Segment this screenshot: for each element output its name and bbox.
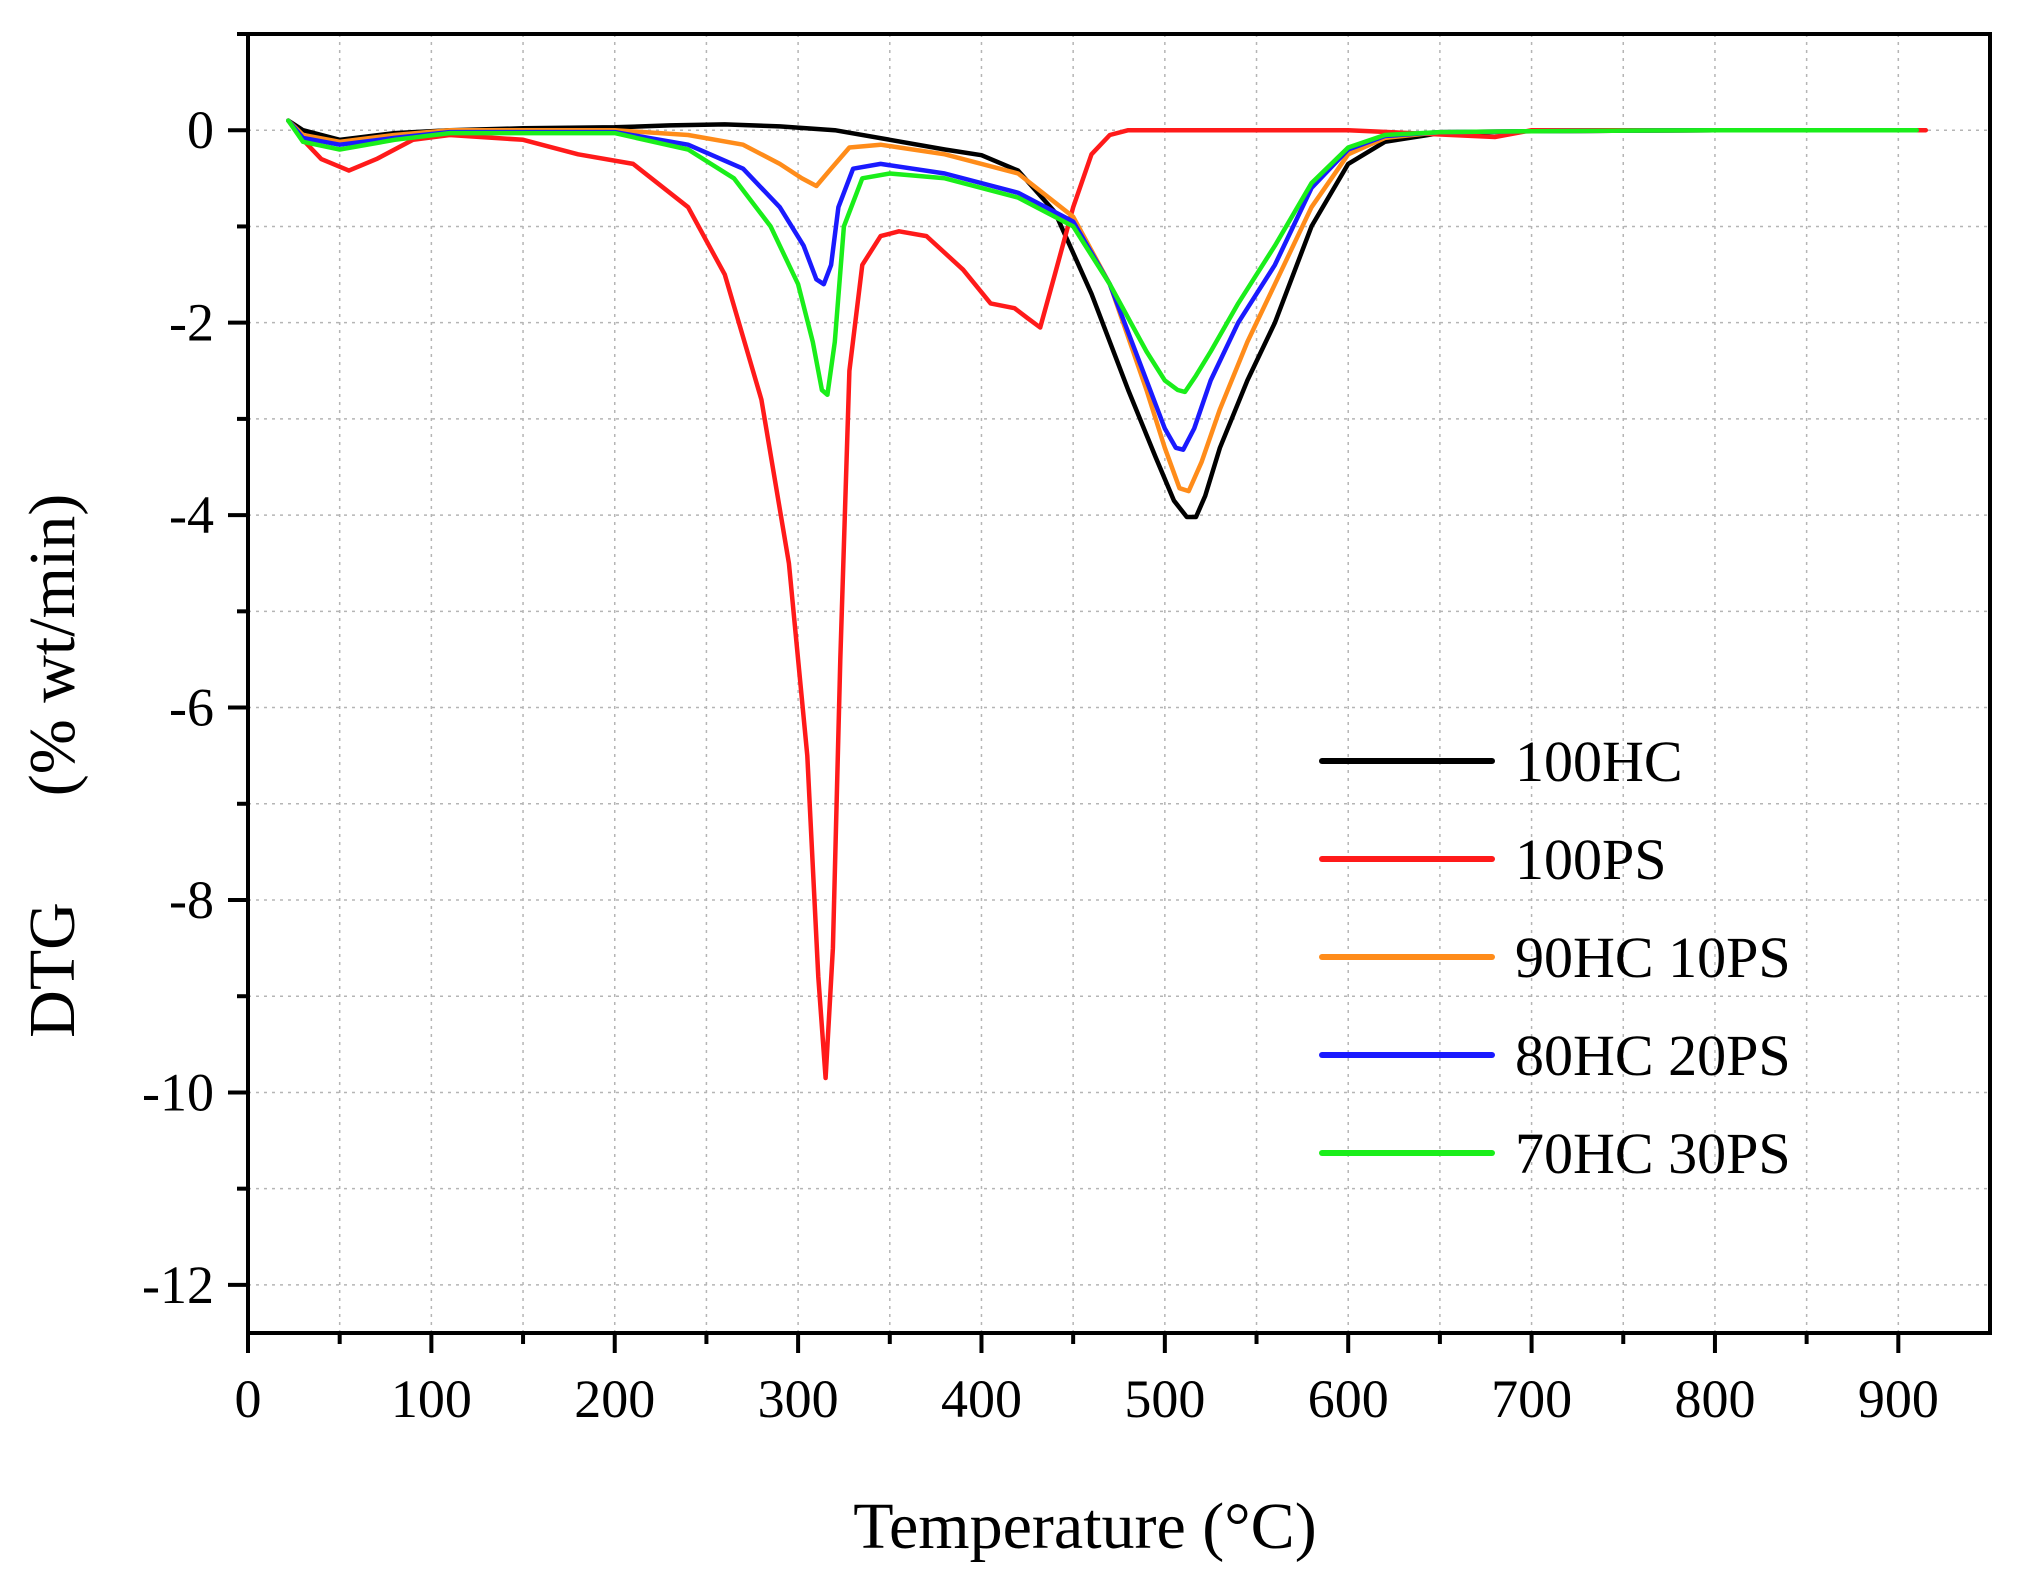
y-tick-label: -2 [169,293,214,353]
x-tick-label: 200 [574,1369,655,1429]
x-tick-label: 100 [391,1369,472,1429]
series-line-70hc-30ps [286,118,1919,398]
legend-label-80hc-20ps: 80HC 20PS [1515,1023,1791,1088]
legend-label-100ps: 100PS [1515,827,1667,892]
y-axis-title-unit: (% wt/min) [16,494,89,796]
y-tick-label: -8 [169,870,214,930]
axis-tick-labels: 0 100 200 300 400 500 600 700 800 900 0 -2 -4 -6 -8 -10… [142,100,1939,1429]
legend: 100HC 100PS 90HC 10PS 80HC 20PS 70HC 30PS [1319,729,1791,1186]
legend-label-90hc-10ps: 90HC 10PS [1515,925,1791,990]
x-tick-label: 300 [758,1369,839,1429]
x-axis-title: Temperature (°C) [853,1490,1316,1563]
plot-frame [246,32,1992,1335]
x-tick-label: 400 [941,1369,1022,1429]
x-tick-label: 0 [235,1369,262,1429]
y-tick-label: 0 [187,100,214,160]
x-tick-label: 800 [1674,1369,1755,1429]
legend-label-100hc: 100HC [1515,729,1683,794]
y-tick-label: -4 [169,485,214,545]
x-tick-label: 600 [1308,1369,1389,1429]
legend-label-70hc-30ps: 70HC 30PS [1515,1121,1791,1186]
axis-ticks [228,32,1901,1353]
series-line-100ps [286,118,1929,1081]
x-tick-label: 700 [1491,1369,1572,1429]
y-tick-label: -12 [142,1255,214,1315]
y-tick-label: -10 [142,1062,214,1122]
y-axis-title-main: DTG [16,902,89,1038]
y-tick-label: -6 [169,678,214,738]
x-tick-label: 900 [1858,1369,1939,1429]
y-axis-title: DTG (% wt/min) [16,494,89,1038]
data-series [286,118,1929,1081]
x-tick-label: 500 [1124,1369,1205,1429]
